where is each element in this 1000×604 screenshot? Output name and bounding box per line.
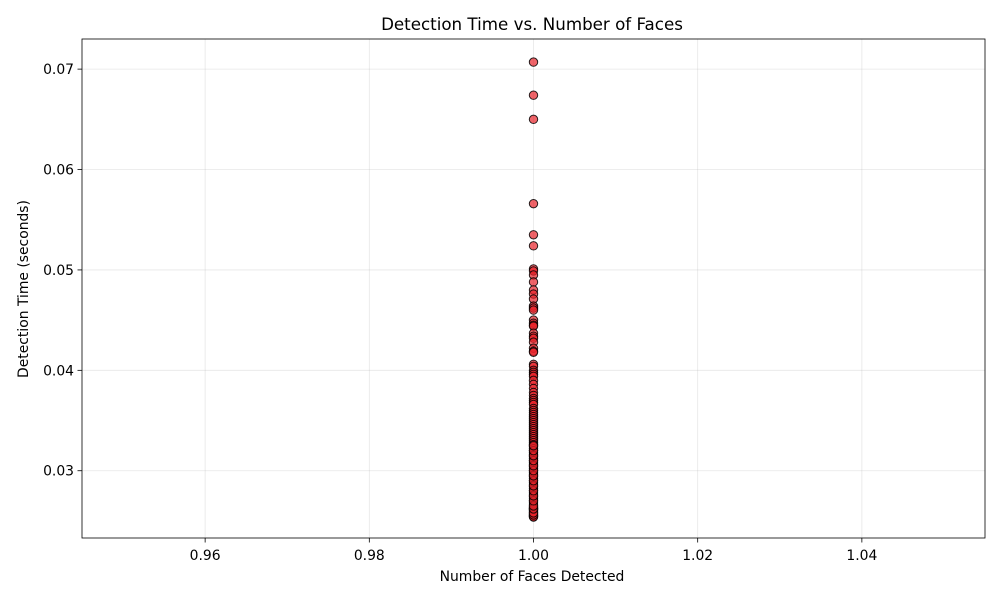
ticks-layer: 0.96 0.98 1.00 1.02 1.04 0.03 0.04 0.05 0.06 0.07 (43, 62, 877, 564)
data-point (528, 114, 539, 125)
y-axis-label: Detection Time (seconds) (16, 200, 32, 378)
x-tick-label: 1.02 (682, 548, 713, 564)
data-point (528, 230, 539, 240)
y-tick-label: 0.03 (43, 464, 74, 480)
data-point (528, 198, 539, 209)
points-layer (528, 57, 539, 522)
data-point (528, 90, 539, 100)
x-tick-label: 1.04 (846, 548, 877, 564)
chart-title: Detection Time vs. Number of Faces (381, 14, 683, 34)
y-tick-label: 0.06 (43, 163, 74, 179)
x-axis-label: Number of Faces Detected (440, 569, 625, 585)
x-tick-label: 0.96 (190, 548, 221, 564)
y-tick-label: 0.04 (43, 363, 74, 379)
data-point (528, 277, 539, 287)
data-point (528, 347, 539, 357)
x-tick-label: 0.98 (354, 548, 385, 564)
y-tick-label: 0.07 (43, 62, 74, 78)
data-point (528, 241, 539, 251)
x-tick-label: 1.00 (518, 548, 549, 564)
data-point (528, 305, 539, 315)
y-tick-label: 0.05 (43, 263, 74, 279)
data-point (528, 57, 539, 67)
data-point (528, 440, 539, 451)
